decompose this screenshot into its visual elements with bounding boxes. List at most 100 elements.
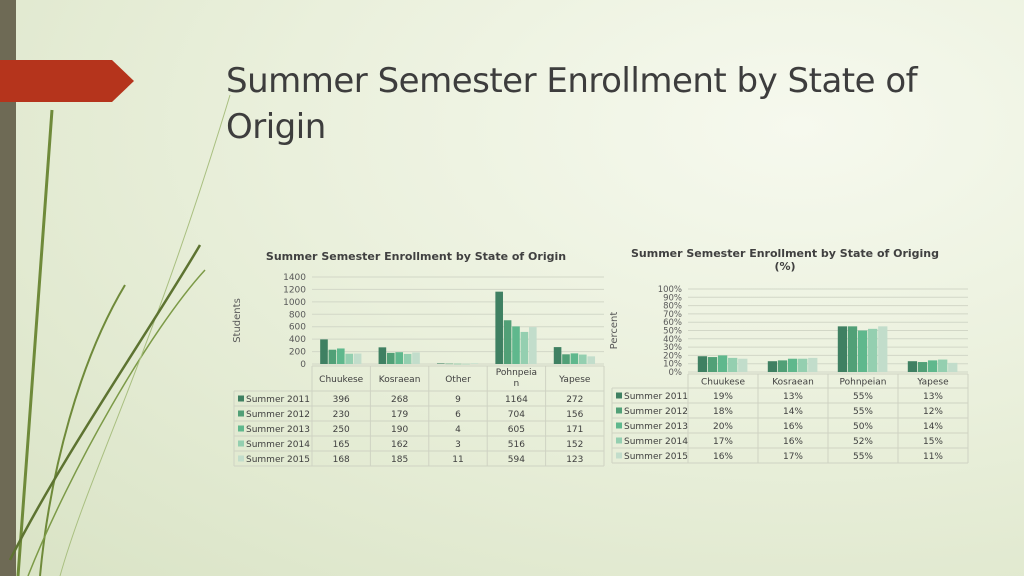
y-tick-label: 70%	[663, 310, 682, 320]
bar	[868, 328, 878, 372]
bar	[579, 354, 587, 364]
category-label: Chuukese	[319, 375, 364, 385]
legend-key	[238, 425, 244, 432]
data-table-cell: 4	[455, 425, 461, 435]
data-table-cell: 55%	[853, 392, 873, 402]
y-tick-label: 100%	[658, 285, 682, 295]
y-tick-label: 800	[289, 310, 306, 320]
y-tick-label: 10%	[663, 360, 682, 370]
data-table-cell: 55%	[853, 452, 873, 462]
bar	[503, 320, 512, 364]
bar	[907, 361, 918, 372]
data-table-cell: 250	[333, 425, 350, 435]
y-axis-title: Students	[232, 298, 243, 343]
slide-title: Summer Semester Enrollment by State of O…	[226, 61, 918, 147]
legend-key	[616, 392, 622, 399]
bar	[512, 326, 520, 364]
bar	[837, 326, 848, 372]
data-table-cell: 16%	[713, 452, 733, 462]
bar	[808, 357, 818, 372]
bar	[386, 352, 395, 364]
data-table-cell: 13%	[923, 392, 943, 402]
data-table-cell: 16%	[783, 422, 803, 432]
y-tick-label: 1000	[283, 298, 306, 308]
bar	[938, 359, 948, 372]
data-table-cell: 11	[452, 455, 463, 465]
grass-stroke	[16, 109, 54, 576]
legend-key	[616, 437, 622, 444]
bar	[470, 363, 479, 364]
data-table-cell: 50%	[853, 422, 873, 432]
bar	[587, 356, 596, 364]
bar	[917, 362, 928, 372]
bar	[453, 363, 462, 365]
legend-series-label: Summer 2014	[246, 440, 310, 450]
bar	[777, 360, 788, 372]
decorative-grass-strokes	[8, 94, 231, 576]
data-table-cell: 268	[391, 395, 408, 405]
data-table-cell: 605	[508, 425, 525, 435]
bar	[738, 358, 748, 372]
category-label: Kosraean	[772, 378, 814, 388]
bar	[403, 353, 412, 364]
y-tick-label: 40%	[663, 335, 682, 345]
legend-key	[238, 410, 244, 417]
bar	[345, 353, 354, 364]
data-table-cell: 18%	[713, 407, 733, 417]
bar	[336, 348, 345, 364]
y-tick-label: 0%	[669, 368, 683, 378]
bar	[767, 361, 778, 372]
data-table-cell: 55%	[853, 407, 873, 417]
legend-series-label: Summer 2014	[624, 437, 688, 447]
data-table-cell: 19%	[713, 392, 733, 402]
data-table-cell: 1164	[505, 395, 528, 405]
bar	[857, 330, 868, 372]
legend-series-label: Summer 2011	[246, 395, 310, 405]
bar	[728, 357, 738, 372]
data-table-cell: 52%	[853, 437, 873, 447]
data-table-cell: 13%	[783, 392, 803, 402]
data-table-cell: 230	[333, 410, 350, 420]
legend-key	[238, 395, 244, 402]
y-tick-label: 30%	[663, 343, 682, 353]
bar	[562, 354, 570, 364]
category-label: Yapese	[558, 375, 591, 385]
legend-series-label: Summer 2011	[624, 392, 688, 402]
y-tick-label: 50%	[663, 327, 682, 337]
data-table-cell: 165	[333, 440, 350, 450]
data-table-cell: 14%	[923, 422, 943, 432]
data-table-cell: 12%	[923, 407, 943, 417]
bar	[707, 357, 718, 372]
legend-series-label: Summer 2013	[246, 425, 310, 435]
y-tick-label: 400	[289, 335, 306, 345]
data-table-cell: 594	[508, 455, 525, 465]
category-label: Yapese	[916, 378, 949, 388]
bar	[445, 363, 453, 365]
legend-key	[616, 422, 622, 429]
legend-series-label: Summer 2015	[246, 455, 310, 465]
bar	[320, 339, 328, 364]
bar	[353, 353, 362, 364]
legend-series-label: Summer 2013	[624, 422, 688, 432]
chart-title-percent: Summer Semester Enrollment by State of O…	[630, 247, 940, 273]
y-tick-label: 60%	[663, 318, 682, 328]
title-arrow-shape	[0, 60, 134, 102]
y-tick-label: 1400	[283, 273, 306, 283]
data-table-cell: 3	[455, 440, 461, 450]
category-label: Other	[445, 375, 471, 385]
category-label: Kosraean	[379, 375, 421, 385]
category-label: Pohnpeian	[840, 378, 887, 388]
bar	[495, 291, 503, 364]
legend-key	[616, 452, 622, 459]
bar	[378, 347, 387, 364]
bar	[553, 347, 562, 364]
data-table-cell: 162	[391, 440, 408, 450]
legend-series-label: Summer 2012	[624, 407, 688, 417]
bar	[436, 363, 445, 364]
data-table-cell: 272	[566, 395, 583, 405]
data-table-cell: 17%	[783, 452, 803, 462]
bar	[798, 358, 808, 372]
y-tick-label: 1200	[283, 285, 306, 295]
data-table-cell: 168	[333, 455, 350, 465]
